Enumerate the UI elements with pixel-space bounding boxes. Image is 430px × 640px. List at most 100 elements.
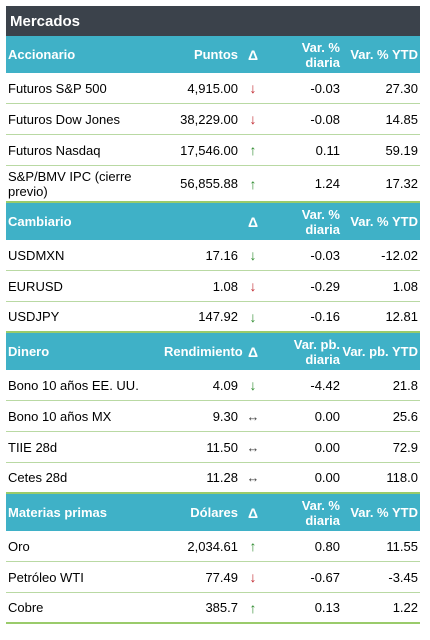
row-daily: -0.03: [310, 80, 340, 96]
column-header: Var. % diaria: [301, 497, 340, 528]
column-header: Δ: [247, 504, 259, 521]
column-header: Accionario: [8, 47, 76, 62]
row-daily: 0.00: [314, 470, 340, 485]
row-label: USDJPY: [8, 309, 60, 324]
row-label: Bono 10 años MX: [8, 408, 112, 424]
table-row: TIIE 28d 11.50 ↔ 0.00 72.9: [6, 432, 420, 463]
trend-arrow-icon: ↔: [246, 439, 260, 455]
row-value: 2,034.61: [187, 538, 238, 554]
trend-arrow-icon: ↓: [249, 111, 257, 127]
row-daily: 0.00: [314, 439, 340, 455]
trend-arrow-icon: ↓: [249, 80, 257, 96]
row-label: Bono 10 años EE. UU.: [8, 377, 139, 393]
table-body: Accionario Puntos Δ Var. % diaria Var. % YTD…: [6, 36, 420, 624]
trend-arrow-icon: ↓: [249, 569, 257, 585]
table-row: Bono 10 años MX 9.30 ↔ 0.00 25.6: [6, 401, 420, 432]
table-row: USDJPY 147.92 ↓ -0.16 12.81: [6, 302, 420, 333]
column-header: Var. % diaria: [301, 206, 340, 237]
row-ytd: 11.55: [386, 538, 418, 554]
table-row: Cobre 385.7 ↑ 0.13 1.22: [6, 593, 420, 624]
row-label: TIIE 28d: [8, 439, 58, 455]
table-row: S&P/BMV IPC (cierre previo) 56,855.88 ↑ 1.2…: [6, 166, 420, 203]
section-header: Dinero Rendimiento Δ Var. pb. diaria Var. pb…: [6, 333, 420, 370]
trend-arrow-icon: ↑: [249, 538, 257, 554]
column-header: Var. % YTD: [350, 214, 418, 229]
row-label: Cobre: [8, 600, 44, 615]
row-label: Petróleo WTI: [8, 569, 84, 585]
column-header: Puntos: [193, 47, 238, 62]
row-label: S&P/BMV IPC (cierre previo): [8, 168, 132, 199]
row-label: USDMXN: [8, 247, 65, 263]
column-header: Dinero: [8, 344, 50, 359]
trend-arrow-icon: ↔: [246, 470, 260, 485]
row-label: Futuros S&P 500: [8, 80, 107, 96]
row-value: 11.50: [206, 439, 238, 455]
row-ytd: 1.08: [392, 278, 418, 294]
row-ytd: 17.32: [385, 176, 418, 191]
column-header: Δ: [247, 46, 259, 63]
row-daily: -0.16: [310, 309, 340, 324]
markets-table: Mercados Accionario Puntos Δ Var. % diaria V…: [6, 6, 420, 624]
trend-arrow-icon: ↓: [249, 377, 257, 393]
row-label: Cetes 28d: [8, 470, 68, 485]
row-daily: -0.29: [310, 278, 340, 294]
column-header: Var. % YTD: [350, 47, 418, 62]
row-label: Futuros Nasdaq: [8, 142, 101, 158]
trend-arrow-icon: ↑: [249, 175, 257, 192]
trend-arrow-icon: ↓: [249, 278, 257, 294]
row-ytd: 1.22: [392, 600, 418, 615]
section-header: Materias primas Dólares Δ Var. % diaria Var.…: [6, 494, 420, 531]
row-value: 17.16: [205, 247, 238, 263]
section-header: Accionario Puntos Δ Var. % diaria Var. % YTD: [6, 36, 420, 73]
column-header: Var. % diaria: [301, 39, 340, 70]
trend-arrow-icon: ↓: [249, 308, 257, 325]
trend-arrow-icon: ↑: [249, 599, 257, 616]
row-ytd: 27.30: [385, 80, 418, 96]
trend-arrow-icon: ↔: [246, 408, 260, 424]
row-ytd: 25.6: [392, 408, 418, 424]
row-ytd: 14.85: [385, 111, 418, 127]
row-daily: -4.42: [310, 377, 340, 393]
row-value: 4,915.00: [187, 80, 238, 96]
row-daily: 1.24: [314, 176, 340, 191]
row-ytd: 59.19: [385, 142, 418, 158]
row-value: 77.49: [205, 569, 238, 585]
row-daily: 0.00: [314, 408, 340, 424]
table-row: Cetes 28d 11.28 ↔ 0.00 118.0: [6, 463, 420, 494]
column-header: Δ: [247, 343, 259, 360]
table-row: EURUSD 1.08 ↓ -0.29 1.08: [6, 271, 420, 302]
row-value: 56,855.88: [180, 176, 238, 191]
column-header: Cambiario: [8, 214, 72, 229]
row-ytd: -12.02: [381, 247, 418, 263]
column-header: Dólares: [190, 505, 238, 520]
row-value: 385.7: [205, 600, 238, 615]
table-row: Futuros Dow Jones 38,229.00 ↓ -0.08 14.85: [6, 104, 420, 135]
row-label: Oro: [8, 538, 30, 554]
row-ytd: 118.0: [386, 470, 418, 485]
row-ytd: 12.81: [385, 309, 418, 324]
table-row: Futuros S&P 500 4,915.00 ↓ -0.03 27.30: [6, 73, 420, 104]
row-daily: 0.11: [315, 142, 340, 158]
row-daily: -0.67: [310, 569, 340, 585]
table-row: Oro 2,034.61 ↑ 0.80 11.55: [6, 531, 420, 562]
row-value: 38,229.00: [180, 111, 238, 127]
row-value: 147.92: [198, 309, 238, 324]
table-row: USDMXN 17.16 ↓ -0.03 -12.02: [6, 240, 420, 271]
column-header: Var. pb. YTD: [342, 344, 418, 359]
table-row: Petróleo WTI 77.49 ↓ -0.67 -3.45: [6, 562, 420, 593]
row-daily: -0.03: [310, 247, 340, 263]
table-row: Bono 10 años EE. UU. 4.09 ↓ -4.42 21.8: [6, 370, 420, 401]
row-ytd: -3.45: [388, 569, 418, 585]
column-header: Rendimiento: [164, 344, 243, 359]
column-header: Materias primas: [8, 505, 107, 520]
row-value: 4.09: [212, 377, 238, 393]
row-value: 9.30: [212, 408, 238, 424]
row-value: 17,546.00: [180, 142, 238, 158]
row-label: Futuros Dow Jones: [8, 111, 120, 127]
table-title: Mercados: [6, 6, 420, 36]
row-ytd: 21.8: [392, 377, 418, 393]
row-daily: -0.08: [310, 111, 340, 127]
trend-arrow-icon: ↑: [249, 142, 257, 158]
column-header: Var. % YTD: [350, 505, 418, 520]
table-row: Futuros Nasdaq 17,546.00 ↑ 0.11 59.19: [6, 135, 420, 166]
